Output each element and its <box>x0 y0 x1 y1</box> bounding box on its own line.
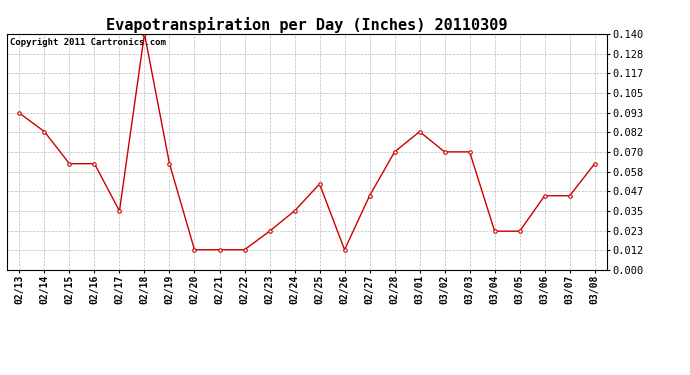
Title: Evapotranspiration per Day (Inches) 20110309: Evapotranspiration per Day (Inches) 2011… <box>106 16 508 33</box>
Text: Copyright 2011 Cartronics.com: Copyright 2011 Cartronics.com <box>10 39 166 48</box>
